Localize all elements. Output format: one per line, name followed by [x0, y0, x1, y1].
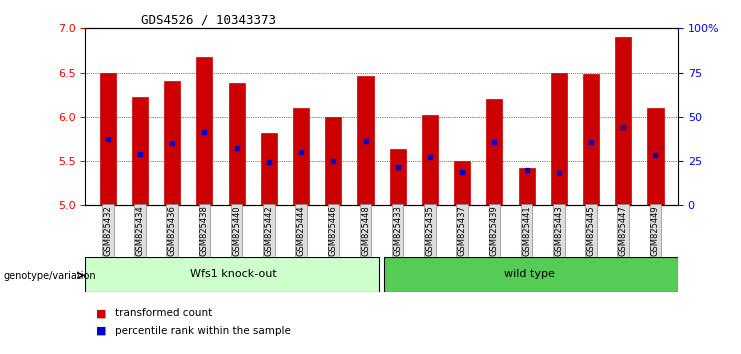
Bar: [325, 117, 342, 205]
Bar: [583, 74, 599, 205]
Text: GSM825448: GSM825448: [361, 206, 370, 256]
Bar: [454, 161, 471, 205]
Bar: [165, 81, 180, 205]
Bar: [85, 257, 379, 292]
Text: GDS4526 / 10343373: GDS4526 / 10343373: [141, 13, 276, 26]
Text: GSM825437: GSM825437: [458, 206, 467, 256]
Bar: [132, 97, 148, 205]
Text: Wfs1 knock-out: Wfs1 knock-out: [190, 269, 277, 279]
Text: GSM825433: GSM825433: [393, 206, 402, 256]
Bar: [357, 76, 373, 205]
Text: GSM825434: GSM825434: [136, 206, 144, 256]
Bar: [551, 73, 567, 205]
Text: GSM825438: GSM825438: [200, 206, 209, 256]
Text: ■: ■: [96, 326, 107, 336]
Bar: [519, 168, 535, 205]
Text: GSM825444: GSM825444: [296, 206, 305, 256]
Text: GSM825441: GSM825441: [522, 206, 531, 256]
Bar: [196, 57, 213, 205]
Text: GSM825436: GSM825436: [167, 206, 176, 256]
Bar: [293, 108, 309, 205]
Text: genotype/variation: genotype/variation: [4, 271, 96, 281]
Text: GSM825445: GSM825445: [587, 206, 596, 256]
Bar: [228, 83, 245, 205]
Bar: [486, 99, 502, 205]
Text: GSM825449: GSM825449: [651, 206, 660, 256]
Bar: [648, 108, 663, 205]
Text: transformed count: transformed count: [115, 308, 212, 318]
Text: GSM825442: GSM825442: [265, 206, 273, 256]
Text: GSM825432: GSM825432: [103, 206, 113, 256]
Text: GSM825439: GSM825439: [490, 206, 499, 256]
Text: GSM825446: GSM825446: [329, 206, 338, 256]
Bar: [390, 149, 406, 205]
Text: ■: ■: [96, 308, 107, 318]
Bar: [261, 133, 277, 205]
Text: wild type: wild type: [505, 269, 555, 279]
Text: percentile rank within the sample: percentile rank within the sample: [115, 326, 290, 336]
Bar: [422, 115, 438, 205]
Bar: [100, 73, 116, 205]
Text: GSM825447: GSM825447: [619, 206, 628, 256]
Text: GSM825435: GSM825435: [425, 206, 434, 256]
Text: GSM825443: GSM825443: [554, 206, 563, 256]
Bar: [615, 37, 631, 205]
Text: GSM825440: GSM825440: [232, 206, 241, 256]
Bar: [384, 257, 678, 292]
